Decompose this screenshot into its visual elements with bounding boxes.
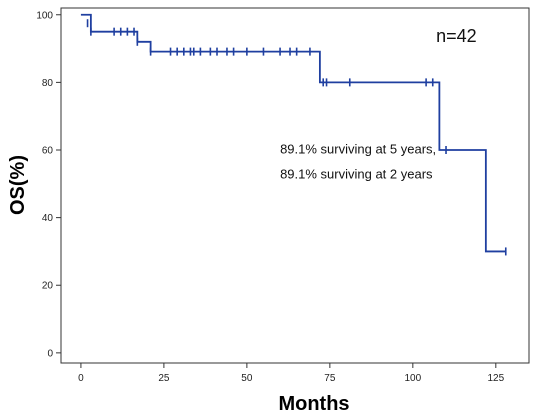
x-tick-label: 75 bbox=[324, 373, 336, 384]
y-tick-label: 40 bbox=[42, 213, 54, 224]
chart-annotation: 89.1% surviving at 5 years, bbox=[280, 141, 436, 156]
chart-annotation: n=42 bbox=[436, 26, 477, 46]
x-tick-label: 50 bbox=[241, 373, 253, 384]
y-axis-ticks: 0 20 40 60 80 100 bbox=[36, 10, 61, 359]
x-tick-label: 125 bbox=[487, 373, 504, 384]
y-axis-title: OS(%) bbox=[7, 155, 29, 215]
annotations: n=42 89.1% surviving at 5 years, 89.1% sur… bbox=[280, 26, 477, 182]
plot-frame bbox=[60, 7, 530, 364]
y-tick-label: 100 bbox=[36, 10, 53, 21]
y-tick-label: 60 bbox=[42, 146, 54, 157]
x-tick-label: 100 bbox=[404, 373, 421, 384]
y-tick-label: 0 bbox=[47, 348, 53, 359]
x-tick-label: 25 bbox=[158, 373, 170, 384]
x-axis-ticks: 0 25 50 75 100 125 bbox=[78, 363, 505, 384]
y-tick-label: 20 bbox=[42, 281, 54, 292]
x-tick-label: 0 bbox=[78, 373, 84, 384]
survival-step-line bbox=[80, 13, 506, 253]
censor-marks bbox=[86, 19, 507, 256]
chart-annotation: 89.1% surviving at 2 years bbox=[280, 167, 433, 182]
y-tick-label: 80 bbox=[42, 78, 54, 89]
x-axis-title: Months bbox=[278, 393, 349, 415]
